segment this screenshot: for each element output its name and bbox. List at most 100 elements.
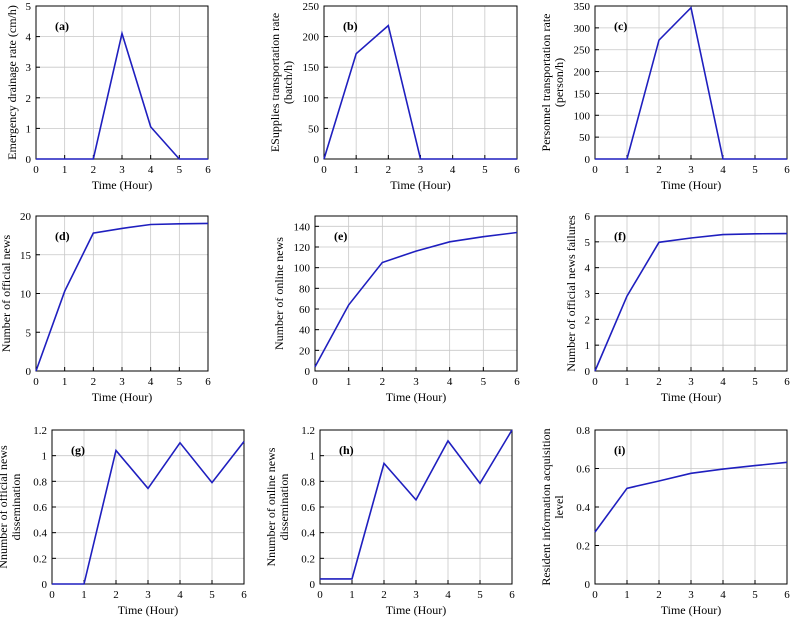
y-axis-label: (person/h): [552, 58, 566, 107]
y-tick-label: 2: [26, 93, 32, 105]
y-tick-label: 0: [314, 154, 320, 166]
x-tick-label: 4: [720, 164, 726, 176]
x-tick-label: 0: [49, 589, 55, 601]
x-tick-label: 5: [752, 164, 758, 176]
y-axis-label: Resident information acquisition: [539, 428, 553, 585]
y-tick-label: 1: [585, 340, 591, 352]
x-tick-label: 5: [752, 589, 758, 601]
y-tick-label: 5: [26, 327, 32, 339]
series-line: [36, 30, 208, 160]
x-tick-label: 3: [119, 164, 125, 176]
panel-f: 0 1 2 3 4 5 6 0 1 2 3 4 5 6 Time (Hour) Number of offic…: [564, 211, 790, 404]
x-tick-label: 2: [113, 589, 119, 601]
y-tick-label: 300: [574, 23, 591, 35]
series-line: [323, 24, 517, 160]
x-tick-label: 0: [33, 164, 39, 176]
y-axis-label: Nnumber of online news: [264, 447, 278, 566]
x-tick-label: 5: [477, 589, 483, 601]
x-tick-label: 3: [145, 589, 151, 601]
x-tick-label: 2: [656, 376, 662, 388]
x-tick-label: 6: [784, 376, 790, 388]
y-tick-label: 0: [26, 154, 32, 166]
x-tick-label: 1: [346, 376, 352, 388]
y-tick-label: 100: [303, 93, 320, 105]
series-line: [320, 429, 513, 580]
x-tick-label: 5: [481, 376, 487, 388]
series-line: [35, 222, 209, 372]
x-tick-label: 5: [177, 376, 183, 388]
panel-label: (c): [614, 19, 627, 33]
panel-d: 0 1 2 3 4 5 6 0 5 10 15 20 Time (Hour) Number of offi…: [0, 211, 211, 404]
series-line: [594, 461, 788, 533]
x-axis-label: Time (Hour): [118, 603, 179, 617]
y-axis-label: ESupplies transportation rate: [268, 13, 282, 152]
y-tick-label: 0: [42, 579, 48, 591]
y-tick-label: 0.6: [576, 464, 590, 476]
panel-label: (a): [55, 19, 69, 33]
y-tick-label: 140: [294, 221, 311, 233]
panel-b: 0 1 2 3 4 5 6 0 50 100 150 200 250 Time (Hour) ESuppli…: [268, 1, 520, 192]
x-tick-label: 6: [784, 164, 790, 176]
x-tick-label: 4: [148, 164, 154, 176]
x-tick-label: 4: [148, 376, 154, 388]
x-tick-label: 5: [177, 164, 183, 176]
panel-label: (h): [339, 443, 354, 457]
x-axis-label: Time (Hour): [92, 390, 153, 404]
series-line: [314, 231, 518, 368]
y-tick-label: 10: [20, 289, 32, 301]
panel-label: (e): [334, 229, 347, 243]
x-tick-label: 4: [720, 376, 726, 388]
panel-c: 0 1 2 3 4 5 6 0 50 100 150 200 250 300 350 Time (Hour) P…: [539, 1, 790, 192]
x-tick-label: 3: [688, 589, 694, 601]
y-tick-label: 1: [26, 123, 32, 135]
y-tick-label: 60: [299, 304, 311, 316]
y-tick-label: 0: [585, 579, 591, 591]
x-tick-label: 1: [349, 589, 355, 601]
x-tick-label: 3: [688, 164, 694, 176]
panel-a: 0 1 2 3 4 5 6 0 1 2 3 4 5 Time (Hour) Emergency draina…: [5, 1, 211, 192]
y-tick-label: 40: [299, 325, 311, 337]
y-tick-label: 1: [310, 451, 316, 463]
y-axis-label: Emergency drainage rate (cm/h): [5, 5, 19, 160]
x-tick-label: 2: [380, 376, 386, 388]
x-tick-label: 0: [321, 164, 327, 176]
x-tick-label: 2: [381, 589, 387, 601]
x-tick-label: 3: [413, 376, 419, 388]
x-tick-label: 3: [413, 589, 419, 601]
y-tick-label: 0.4: [576, 502, 590, 514]
y-axis-label: dissemination: [277, 474, 291, 541]
x-tick-label: 2: [91, 376, 97, 388]
y-tick-label: 5: [26, 1, 32, 13]
y-axis-label: Nnumber of official news: [0, 445, 10, 569]
x-tick-label: 0: [592, 164, 598, 176]
panel-label: (d): [55, 229, 70, 243]
x-tick-label: 5: [482, 164, 488, 176]
y-tick-label: 50: [579, 132, 591, 144]
panel-h: 0 1 2 3 4 5 6 0 0.2 0.4 0.6 0.8 1 1.2 Time (Hour) Nnumb…: [264, 425, 515, 617]
x-tick-label: 1: [62, 376, 68, 388]
x-tick-label: 1: [62, 164, 68, 176]
y-tick-label: 3: [26, 62, 32, 74]
y-tick-label: 120: [294, 242, 311, 254]
y-tick-label: 0.8: [33, 476, 47, 488]
x-tick-label: 1: [624, 164, 630, 176]
y-tick-label: 1.2: [301, 425, 315, 437]
y-tick-label: 200: [574, 67, 591, 79]
x-tick-label: 6: [514, 164, 520, 176]
y-tick-label: 350: [574, 1, 591, 13]
y-tick-label: 15: [20, 250, 32, 262]
panel-label: (f): [614, 229, 626, 243]
y-tick-label: 6: [585, 211, 591, 223]
x-tick-label: 4: [447, 376, 453, 388]
x-tick-label: 5: [209, 589, 215, 601]
x-tick-label: 5: [752, 376, 758, 388]
x-tick-label: 6: [784, 589, 790, 601]
x-tick-label: 6: [205, 164, 211, 176]
y-tick-label: 4: [585, 263, 591, 275]
panel-label: (i): [614, 443, 625, 457]
y-tick-label: 3: [585, 289, 591, 301]
y-axis-label: (batch/h): [281, 61, 295, 104]
panel-label: (b): [343, 19, 358, 33]
